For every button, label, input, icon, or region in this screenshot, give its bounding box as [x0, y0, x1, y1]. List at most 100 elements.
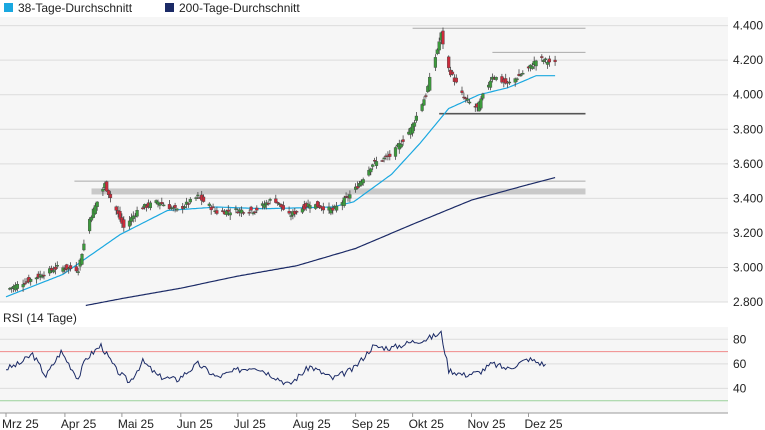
- rsi-line: [6, 330, 546, 386]
- candle-body: [494, 77, 498, 80]
- candle-body: [196, 194, 200, 197]
- candle-body: [414, 115, 418, 121]
- candle-body: [74, 266, 78, 272]
- candle-body: [80, 254, 84, 265]
- candle-body: [361, 179, 365, 184]
- price-tick-label: 3.600: [733, 157, 763, 171]
- price-tick-label: 3.200: [733, 226, 763, 240]
- candle-body: [316, 201, 320, 208]
- candle-body: [108, 193, 113, 199]
- candle-body: [464, 97, 468, 100]
- candle-body: [335, 205, 339, 211]
- candle-body: [433, 57, 437, 68]
- candle-body: [201, 196, 206, 202]
- candle-body: [515, 78, 519, 81]
- candle-body: [175, 208, 179, 211]
- legend-label-ma38: 38-Tage-Durchschnitt: [18, 1, 133, 15]
- candle-body: [188, 199, 192, 203]
- x-tick-label: Jun 25: [177, 417, 213, 430]
- x-axis: Mrz 25 Apr 25 Mai 25 Jun 25 Jul 25 Aug 25 Sep …: [0, 412, 728, 430]
- candle-body: [447, 56, 451, 69]
- candle-body: [401, 139, 405, 142]
- candle-body: [435, 49, 439, 54]
- price-tick-label: 3.000: [733, 260, 763, 274]
- candle-body: [504, 78, 508, 84]
- candle-body: [382, 157, 386, 160]
- candle-body: [268, 199, 272, 201]
- candle-body: [348, 194, 352, 199]
- candle-body: [293, 210, 297, 215]
- candle-body: [34, 277, 38, 280]
- candle-body: [249, 206, 253, 211]
- candle-body: [342, 197, 346, 206]
- rsi-tick-label: 40: [733, 381, 747, 395]
- candle-body: [29, 279, 33, 282]
- candle-body: [15, 284, 19, 289]
- price-panel: [0, 17, 728, 302]
- candle-body: [105, 181, 109, 192]
- candle-body: [65, 264, 69, 270]
- candle-body: [521, 72, 525, 75]
- candle-body: [542, 60, 546, 62]
- candle-body: [519, 74, 523, 77]
- candle-body: [135, 210, 139, 217]
- legend-swatch-ma38: [4, 3, 13, 12]
- price-tick-label: 3.400: [733, 191, 763, 205]
- candle-body: [209, 206, 213, 211]
- candle-body: [68, 265, 73, 269]
- candle-body: [129, 217, 133, 222]
- candle-body: [547, 58, 551, 63]
- candle-body: [553, 59, 557, 63]
- candle-body: [228, 212, 232, 216]
- x-tick-label: Apr 25: [61, 417, 97, 430]
- rsi-tick-label: 80: [733, 332, 747, 346]
- candle-body: [488, 80, 493, 88]
- candle-body: [388, 153, 392, 157]
- candle-body: [141, 207, 145, 210]
- candle-body: [82, 243, 86, 251]
- candle-body: [468, 101, 472, 104]
- price-grid: [0, 25, 728, 303]
- candle-body: [424, 95, 428, 97]
- candle-body: [234, 208, 238, 210]
- candle-body: [118, 210, 122, 220]
- candle-body: [51, 270, 56, 273]
- candle-body: [289, 215, 293, 217]
- candle-body: [460, 90, 464, 93]
- candle-body: [530, 66, 534, 69]
- candle-body: [42, 274, 46, 277]
- candle-body: [466, 98, 470, 101]
- rsi-axis: 40 60 80: [733, 332, 747, 395]
- candle-body: [101, 188, 105, 192]
- support-band: [91, 188, 586, 195]
- candle-body: [295, 211, 299, 213]
- candle-body: [87, 218, 92, 232]
- candle-body: [76, 271, 80, 273]
- candle-body: [55, 265, 59, 267]
- x-tick-label: Jul 25: [234, 417, 266, 430]
- candle-body: [278, 203, 282, 205]
- candle-body: [122, 219, 126, 228]
- candle-body: [441, 30, 445, 45]
- x-tick-label: Nov 25: [468, 417, 506, 430]
- candle-body: [374, 161, 379, 166]
- candle-body: [48, 268, 52, 274]
- price-axis: 2.800 3.000 3.200 3.400 3.600 3.800 4.000 4.200…: [733, 19, 763, 309]
- candle-body: [106, 190, 111, 196]
- candle-body: [411, 123, 415, 134]
- price-tick-label: 4.200: [733, 53, 763, 67]
- x-tick-label: Okt 25: [409, 417, 445, 430]
- candle-body: [95, 201, 99, 207]
- candle-body: [89, 216, 94, 221]
- candle-body: [158, 203, 162, 206]
- candle-body: [21, 284, 25, 288]
- candle-body: [266, 203, 270, 205]
- rsi-grid: [0, 338, 728, 389]
- candle-body: [545, 61, 550, 65]
- candle-body: [251, 212, 255, 214]
- candle-body: [281, 205, 285, 210]
- rsi-panel: [0, 327, 728, 413]
- candle-body: [215, 210, 219, 214]
- candle-body: [274, 198, 278, 203]
